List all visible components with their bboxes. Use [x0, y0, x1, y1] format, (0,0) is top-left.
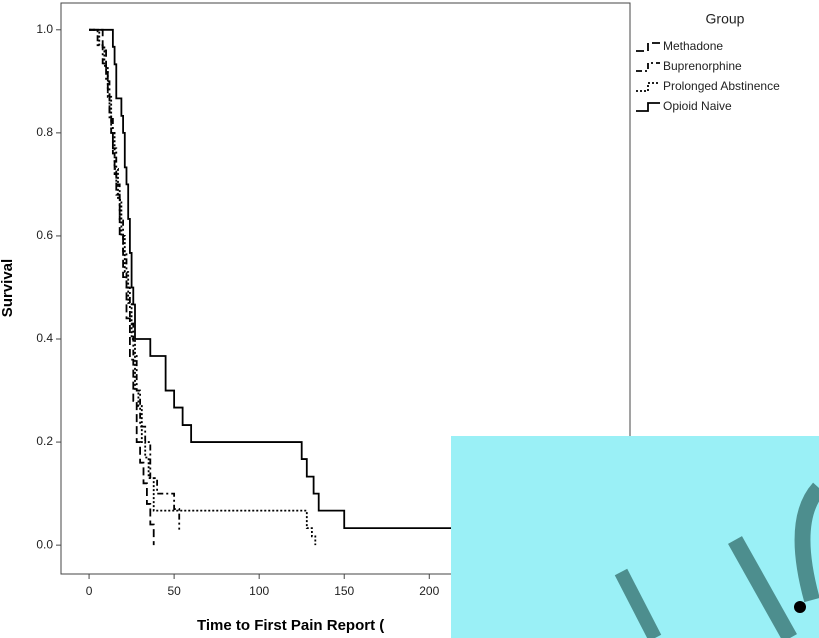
y-tick-label: 0.2 — [36, 434, 53, 448]
legend-swatch — [636, 82, 660, 92]
x-tick-label: 100 — [249, 584, 269, 598]
x-tick-label: 200 — [419, 584, 439, 598]
plot-area: 0.0 0.2 0.4 0.6 0.8 1.0 0 50 100 150 200 — [36, 22, 515, 598]
overlay-stroke — [614, 568, 662, 638]
x-tick-label: 50 — [167, 584, 181, 598]
y-axis-title: Survival — [0, 259, 16, 317]
legend-title: Group — [706, 11, 745, 27]
x-tick-label: 0 — [86, 584, 93, 598]
overlay-stroke — [794, 482, 819, 603]
survival-line — [89, 28, 515, 530]
y-tick-label: 0.8 — [36, 125, 53, 139]
legend-swatch — [636, 42, 660, 52]
overlay — [451, 436, 819, 638]
overlay-dot — [794, 601, 806, 613]
overlay-stroke — [728, 536, 797, 638]
legend-label: Buprenorphine — [663, 59, 742, 73]
y-tick-label: 0.6 — [36, 228, 53, 242]
y-tick-label: 0.4 — [36, 331, 53, 345]
y-tick-label: 1.0 — [36, 22, 53, 36]
legend-label: Prolonged Abstinence — [663, 79, 780, 93]
legend-label: Opioid Naive — [663, 99, 732, 113]
x-tick-label: 150 — [334, 584, 354, 598]
y-tick-label: 0.0 — [36, 537, 53, 551]
legend-swatch — [636, 102, 660, 112]
legend: Methadone Buprenorphine Prolonged Abstinen… — [636, 39, 780, 113]
legend-swatch — [636, 62, 660, 72]
x-axis-title: Time to First Pain Report ( — [197, 617, 384, 634]
legend-label: Methadone — [663, 39, 723, 53]
